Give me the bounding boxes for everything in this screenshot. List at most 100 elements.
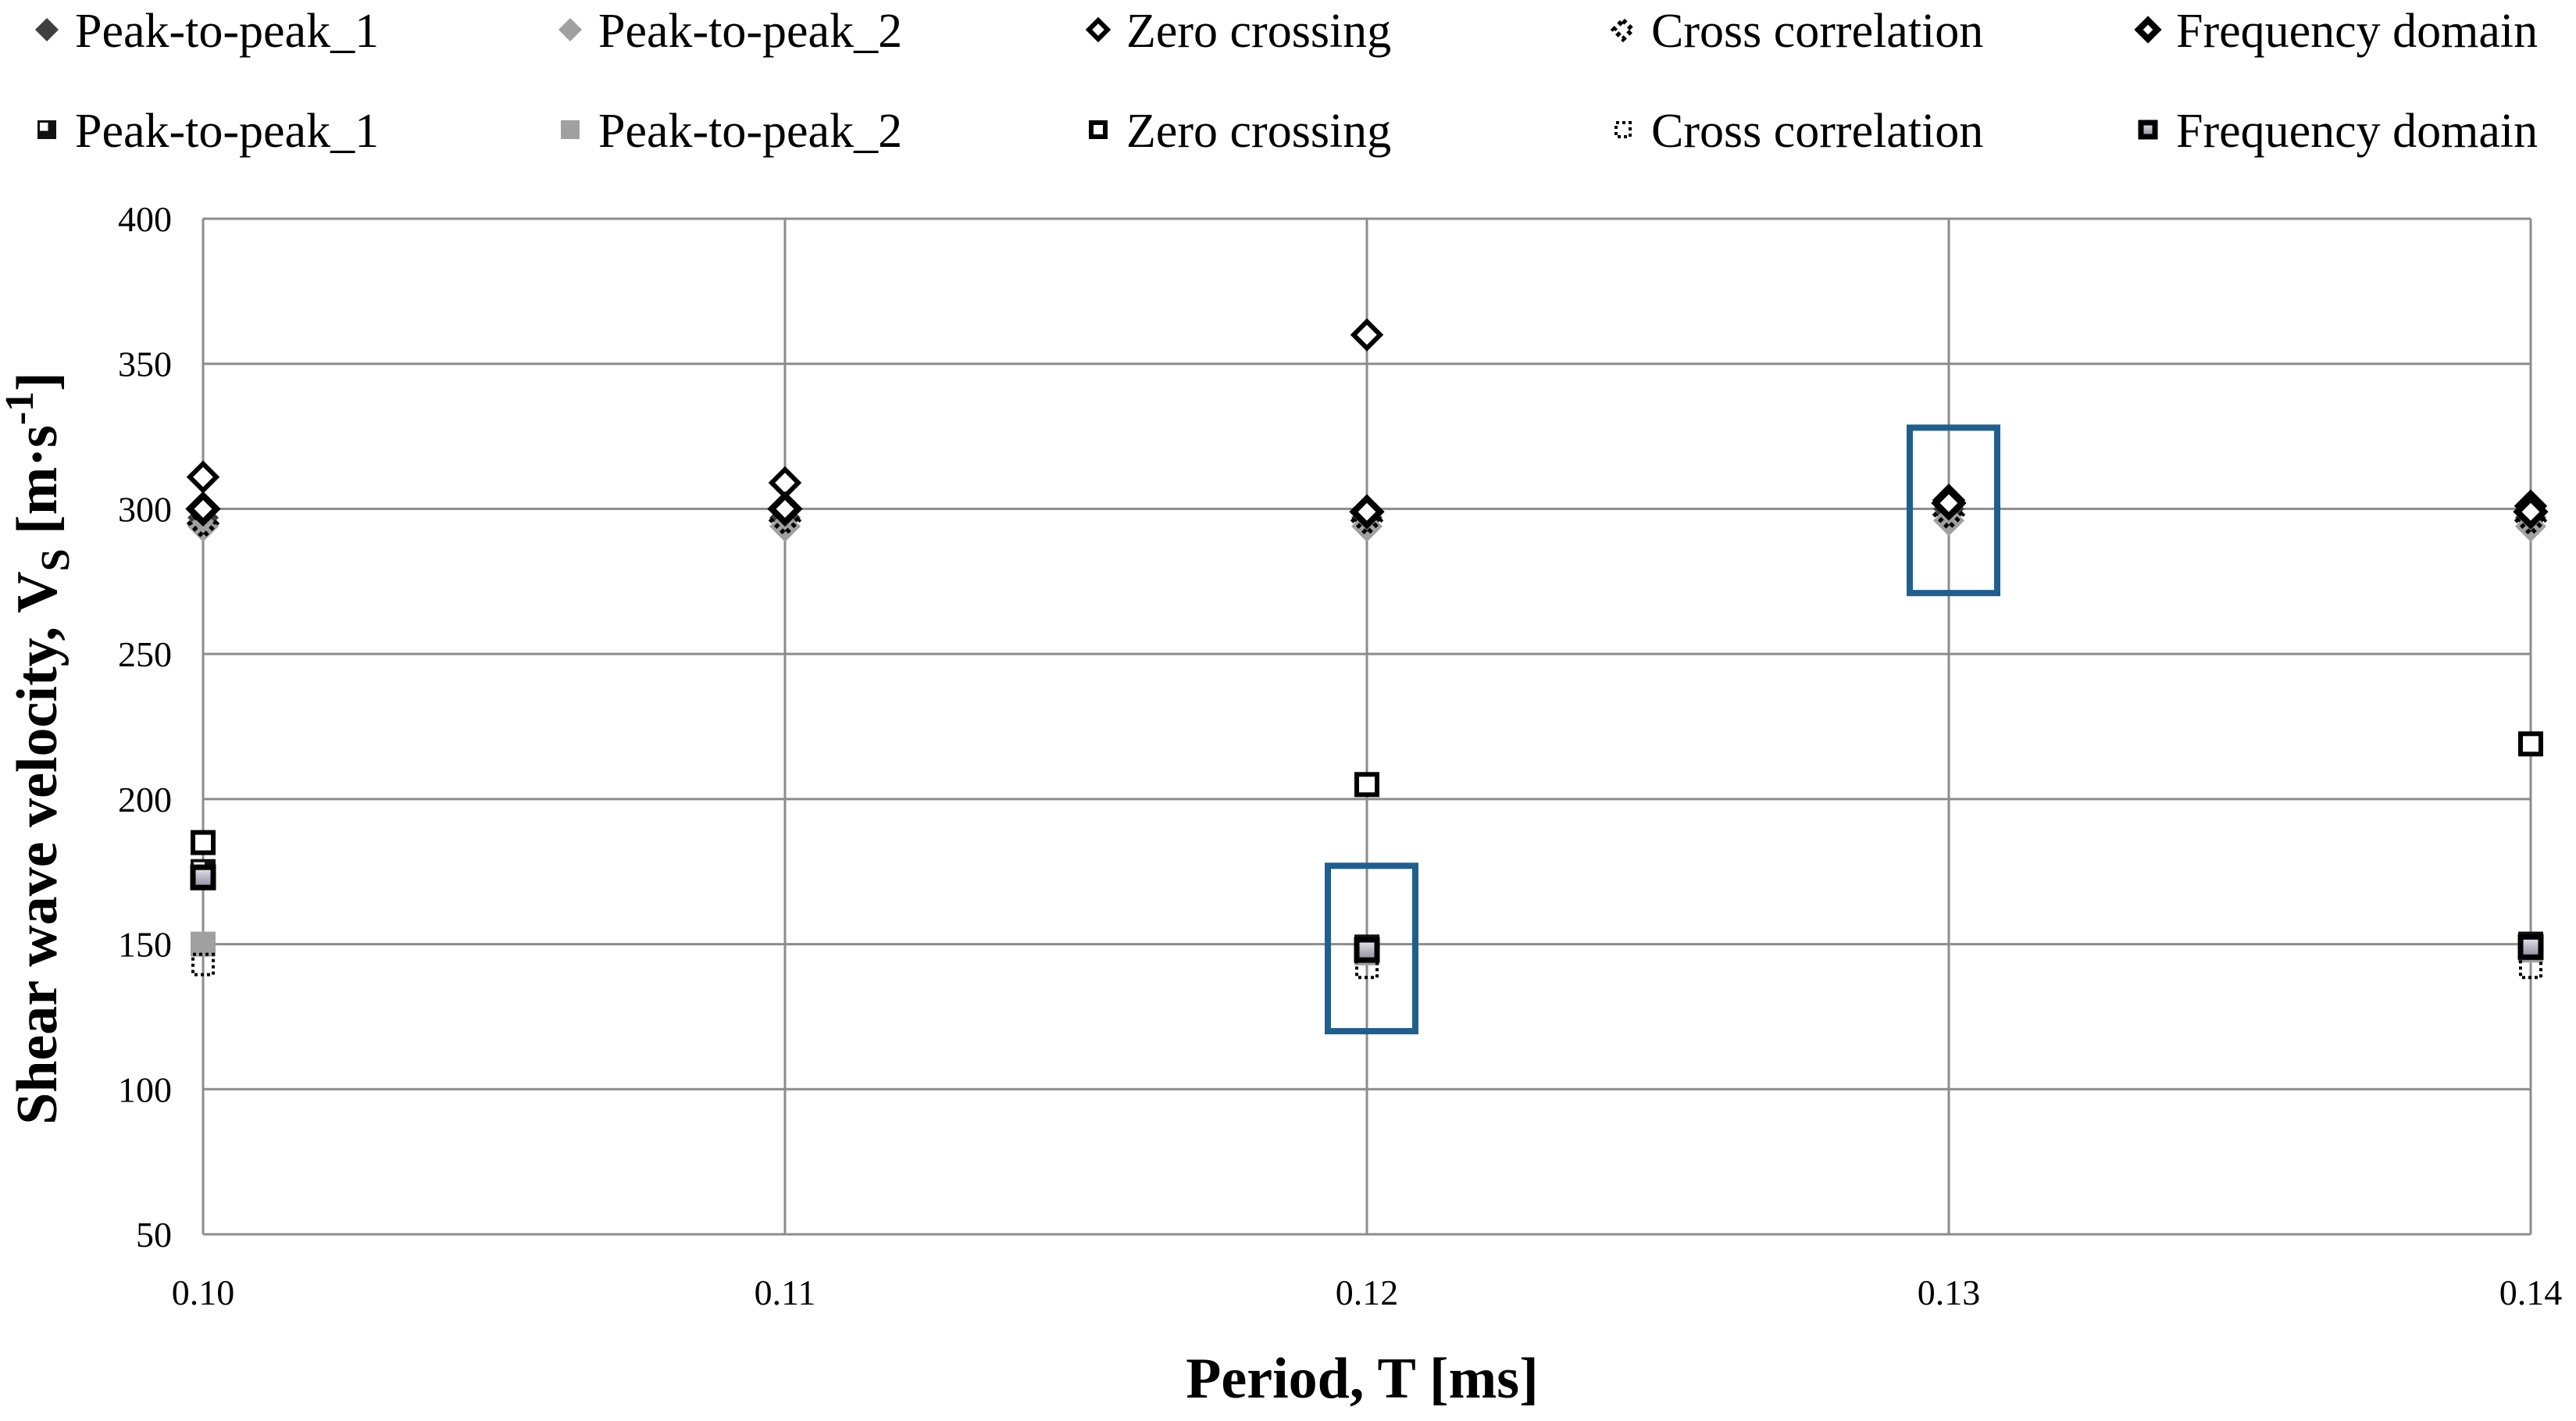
x-tick-label: 0.12 — [1336, 1273, 1399, 1312]
point-square-8-0 — [191, 952, 215, 976]
y-tick-label: 200 — [118, 780, 172, 819]
x-tick-label: 0.13 — [1918, 1273, 1981, 1312]
point-square-8-2 — [2519, 955, 2542, 980]
highlight-boxes — [1325, 424, 2000, 1035]
legend: Peak-to-peak_1 Peak-to-peak_2 Zero crossin… — [35, 5, 2538, 158]
legend-marker — [1614, 121, 1632, 138]
legend-label: Frequency domain — [2176, 5, 2538, 58]
legend-label: Cross correlation — [1651, 105, 1983, 158]
legend-marker-shape — [1614, 121, 1632, 138]
point-diamond-4-2 — [1349, 494, 1385, 530]
legend-label: Peak-to-peak_1 — [75, 105, 379, 158]
point-square-7-1 — [1354, 772, 1379, 798]
point-diamond-3-0 — [186, 506, 220, 541]
point-square-8-0-shape — [191, 952, 215, 976]
x-tick-label: 0.10 — [172, 1273, 235, 1312]
y-axis-title-superscript: -1 — [0, 391, 42, 425]
legend-item-diamond-3: Cross correlation — [1610, 5, 1983, 58]
legend-label: Peak-to-peak_2 — [598, 5, 902, 58]
x-axis-title: Period, T [ms] — [1186, 1347, 1539, 1411]
point-square-8-1 — [1355, 955, 1379, 980]
legend-marker-shape — [2138, 120, 2158, 140]
point-diamond-4-4-shape — [2513, 494, 2549, 530]
point-square-9-0 — [190, 864, 216, 891]
legend-item-square-1: Peak-to-peak_2 — [561, 105, 902, 158]
legend-marker-shape — [35, 18, 59, 41]
y-axis-title-units: [m·s — [5, 425, 70, 548]
x-tick-label: 0.14 — [2499, 1273, 2563, 1312]
y-axis-title-main: Shear wave velocity, V — [5, 571, 70, 1124]
legend-marker-shape — [40, 123, 48, 131]
plot-grid — [202, 217, 2532, 1236]
y-axis-title-units-close: ] — [5, 372, 70, 391]
point-diamond-2-0 — [186, 460, 220, 494]
y-axis-title-subscript: S — [34, 548, 78, 571]
legend-marker-shape — [1085, 16, 1111, 43]
axis-ticks: 50 100 150 200 250 300 350 400 0.10 0.11 0.12 0.13 0… — [118, 199, 2562, 1312]
legend-item-diamond-2: Zero crossing — [1085, 5, 1391, 58]
legend-marker — [37, 120, 56, 139]
point-diamond-2-0-shape — [186, 460, 220, 494]
point-diamond-4-0-shape — [185, 491, 221, 527]
legend-label: Zero crossing — [1126, 5, 1391, 58]
legend-marker — [35, 18, 59, 41]
legend-item-diamond-1: Peak-to-peak_2 — [558, 5, 902, 58]
point-square-7-0 — [191, 830, 216, 855]
highlight-box-1 — [1907, 424, 2000, 597]
legend-item-square-2: Zero crossing — [1089, 105, 1391, 158]
point-diamond-4-4 — [2513, 494, 2549, 530]
point-diamond-2-2-shape — [1350, 318, 1384, 352]
point-square-9-2-shape — [2517, 934, 2544, 960]
point-square-7-2 — [2518, 731, 2543, 757]
point-diamond-4-3-shape — [1931, 485, 1967, 521]
legend-item-diamond-0: Peak-to-peak_1 — [35, 5, 379, 58]
legend-marker-shape — [1610, 16, 1636, 43]
point-square-7-2-shape — [2518, 731, 2543, 757]
legend-marker — [2134, 16, 2162, 44]
point-square-9-1 — [1354, 937, 1380, 963]
point-diamond-3-0-shape — [186, 506, 220, 541]
legend-marker — [558, 18, 582, 41]
legend-marker-shape — [561, 120, 580, 139]
legend-item-square-4: Frequency domain — [2138, 105, 2538, 158]
point-diamond-2-2 — [1350, 318, 1384, 352]
y-tick-label: 300 — [118, 489, 172, 529]
legend-marker-shape — [558, 18, 582, 41]
point-square-9-1-shape — [1354, 937, 1380, 963]
legend-marker-shape — [1089, 120, 1108, 139]
legend-marker — [1089, 120, 1108, 139]
point-diamond-4-2-shape — [1349, 494, 1385, 530]
legend-marker — [2138, 120, 2158, 140]
y-tick-label: 150 — [118, 925, 172, 965]
point-diamond-4-3 — [1931, 485, 1967, 521]
legend-label: Peak-to-peak_2 — [598, 105, 902, 158]
legend-item-diamond-4: Frequency domain — [2134, 5, 2538, 58]
legend-marker — [561, 120, 580, 139]
legend-marker — [1085, 16, 1111, 43]
point-square-6-0-shape — [191, 931, 216, 957]
point-square-9-2 — [2517, 934, 2544, 960]
y-tick-label: 350 — [118, 345, 172, 384]
y-tick-label: 100 — [118, 1069, 172, 1109]
point-square-8-2-shape — [2519, 955, 2542, 980]
point-square-6-0 — [191, 931, 216, 957]
point-square-7-0-shape — [191, 830, 216, 855]
point-diamond-4-1-shape — [767, 491, 803, 527]
legend-item-square-3: Cross correlation — [1614, 105, 1983, 158]
y-tick-label: 250 — [118, 634, 172, 674]
point-square-7-1-shape — [1354, 772, 1379, 798]
point-square-9-0-shape — [190, 864, 216, 891]
legend-label: Peak-to-peak_1 — [75, 5, 379, 58]
legend-label: Frequency domain — [2176, 105, 2538, 158]
data-points — [185, 318, 2549, 980]
y-axis-title: Shear wave velocity, VS [m·s-1] — [0, 372, 78, 1125]
legend-item-square-0: Peak-to-peak_1 — [37, 105, 379, 158]
legend-label: Zero crossing — [1126, 105, 1391, 158]
x-tick-label: 0.11 — [755, 1273, 816, 1312]
y-tick-label: 400 — [118, 199, 172, 239]
legend-label: Cross correlation — [1651, 5, 1983, 58]
point-square-8-1-shape — [1355, 955, 1379, 980]
legend-marker-shape — [2134, 16, 2162, 44]
y-tick-label: 50 — [136, 1215, 172, 1255]
